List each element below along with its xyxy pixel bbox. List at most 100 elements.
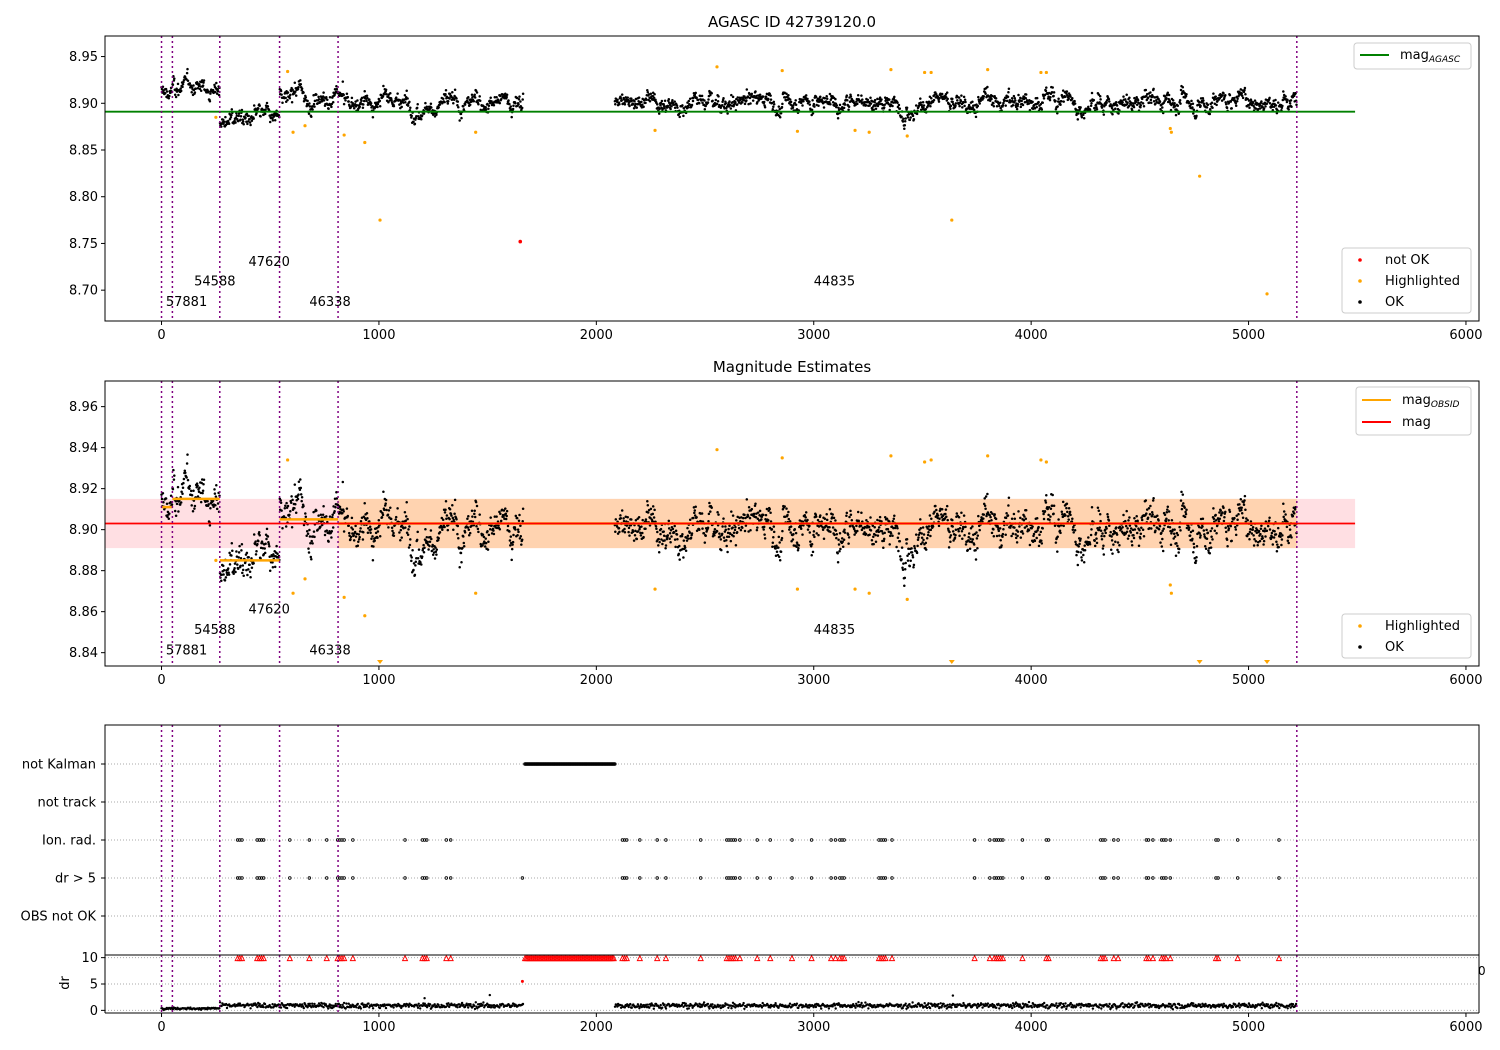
ok-point: [182, 477, 186, 481]
ion-rad-mark: [625, 838, 629, 842]
ok-point: [420, 563, 423, 566]
ok-point: [389, 517, 393, 521]
ok-point: [620, 99, 623, 102]
ok-point: [703, 541, 707, 544]
ion-rad-mark: [972, 838, 977, 842]
ok-point: [831, 101, 835, 104]
x-tick-label: 0: [157, 328, 165, 343]
ok-point: [792, 532, 795, 536]
ok-point: [263, 547, 266, 550]
ok-point: [241, 568, 245, 572]
ok-point: [1136, 98, 1140, 102]
ok-point: [926, 533, 930, 537]
ok-point: [275, 544, 278, 548]
ok-point: [882, 539, 886, 543]
ok-point: [1264, 520, 1268, 523]
ok-point: [860, 94, 863, 97]
ok-point: [662, 102, 665, 106]
ok-point: [1109, 548, 1113, 551]
ok-point: [457, 105, 460, 109]
ok-point: [696, 98, 700, 102]
ok-point: [646, 504, 650, 507]
ok-point: [632, 539, 636, 542]
x-tick-label: 3000: [797, 328, 830, 343]
ok-point: [1220, 99, 1224, 102]
ok-point: [509, 105, 513, 108]
ok-point: [623, 530, 627, 534]
ok-point: [809, 544, 813, 548]
ok-point: [711, 99, 714, 103]
ok-point: [1265, 529, 1269, 533]
ok-point: [788, 98, 792, 101]
highlighted-point: [853, 128, 857, 132]
ok-point: [724, 525, 727, 528]
ok-point: [808, 531, 812, 534]
ok-point: [758, 509, 762, 513]
ok-point: [837, 538, 840, 541]
ok-point: [718, 535, 722, 538]
ok-point: [1129, 101, 1133, 104]
y-tick-label: 8.84: [69, 646, 98, 661]
ok-point: [663, 106, 666, 110]
ok-point: [291, 498, 294, 502]
ok-point: [502, 515, 505, 518]
ok-point: [1264, 535, 1267, 538]
ok-point: [1224, 510, 1227, 514]
ok-point: [1226, 525, 1230, 528]
ok-point: [505, 95, 508, 99]
ok-point: [637, 96, 641, 99]
ok-point: [347, 100, 350, 103]
ok-point: [1132, 536, 1136, 540]
ok-point: [892, 101, 895, 104]
ok-point: [616, 98, 619, 101]
ok-point: [921, 101, 925, 104]
ok-point: [346, 514, 350, 518]
ok-point: [740, 516, 743, 519]
ok-point: [232, 572, 235, 576]
ok-point: [829, 102, 832, 106]
ok-point: [1274, 104, 1278, 107]
ok-point: [692, 516, 695, 520]
ok-point: [514, 528, 517, 531]
ok-point: [227, 573, 231, 576]
ok-point: [877, 103, 881, 106]
ok-point: [1160, 545, 1164, 548]
ok-point: [1023, 526, 1027, 529]
ok-point: [1044, 89, 1048, 93]
ok-point: [467, 528, 471, 531]
ok-point: [984, 92, 987, 96]
ok-point: [614, 530, 617, 533]
ok-point: [430, 549, 434, 553]
ok-point: [646, 511, 650, 514]
ok-point: [1218, 511, 1221, 514]
ok-point: [489, 516, 492, 519]
ok-point: [438, 531, 442, 534]
ok-point: [727, 535, 731, 539]
ok-point: [1191, 529, 1195, 532]
ok-point: [651, 94, 655, 98]
ok-point: [883, 516, 887, 519]
ok-point: [741, 101, 744, 104]
ok-point: [508, 539, 512, 542]
ok-point: [806, 528, 810, 531]
ok-point: [967, 103, 971, 107]
ok-point: [513, 526, 517, 529]
dr-gt-5-mark: [768, 876, 772, 880]
ion-rad-mark: [664, 838, 668, 842]
ok-point: [327, 540, 330, 543]
ok-point: [458, 119, 461, 122]
ok-point: [371, 105, 374, 108]
ok-point: [1240, 506, 1243, 509]
ok-point: [756, 101, 759, 104]
ok-point: [895, 545, 898, 549]
ok-point: [224, 576, 228, 579]
ok-point: [897, 549, 900, 553]
ok-point: [656, 103, 659, 106]
ok-point: [496, 520, 500, 523]
highlighted-point: [795, 587, 800, 591]
ok-point: [227, 571, 230, 574]
ok-point: [1006, 514, 1010, 517]
ok-point: [616, 532, 620, 535]
ok-point: [717, 513, 720, 516]
